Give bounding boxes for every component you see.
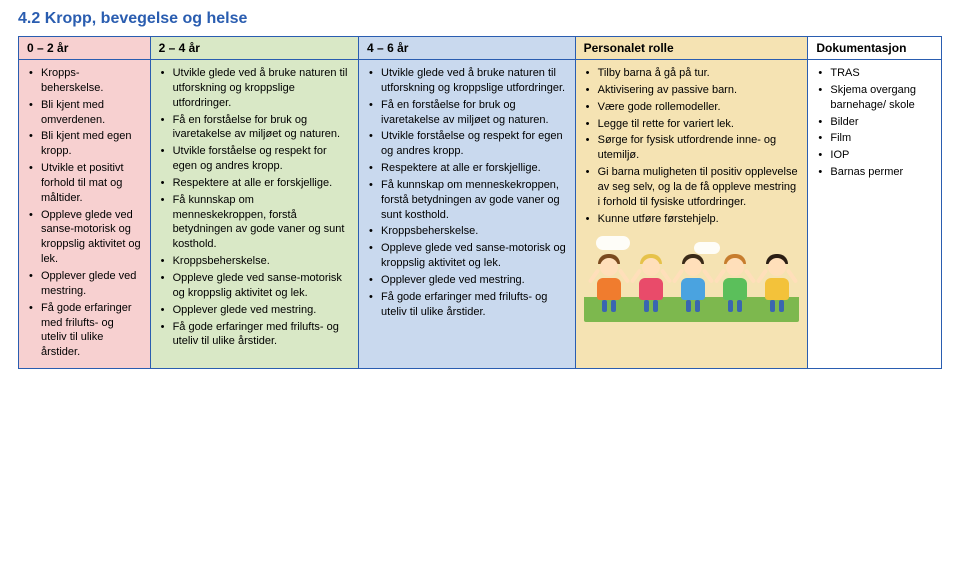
list-item: Få gode erfaringer med frilufts- og utel… xyxy=(367,290,567,320)
list-item: Kropps-beherskelse. xyxy=(27,66,142,96)
col-header-3: Personalet rolle xyxy=(575,37,808,60)
section-title: 4.2 Kropp, bevegelse og helse xyxy=(18,10,942,28)
list-item: Bli kjent med egen kropp. xyxy=(27,129,142,159)
list-col1: Utvikle glede ved å bruke naturen til ut… xyxy=(159,66,350,349)
list-item: Opplever glede ved mestring. xyxy=(159,303,350,318)
list-item: Respektere at alle er forskjellige. xyxy=(367,161,567,176)
child-icon xyxy=(592,258,626,312)
list-item: Utvikle forståelse og respekt for egen o… xyxy=(159,144,350,174)
col-header-2: 4 – 6 år xyxy=(359,37,576,60)
list-item: Være gode rollemodeller. xyxy=(584,100,800,115)
list-item: Utvikle forståelse og respekt for egen o… xyxy=(367,129,567,159)
list-item: Opplever glede ved mestring. xyxy=(367,273,567,288)
cloud-icon xyxy=(694,242,720,254)
list-item: TRAS xyxy=(816,66,933,81)
list-item: Film xyxy=(816,131,933,146)
child-icon xyxy=(634,258,668,312)
list-item: Få kunnskap om menneskekroppen, forstå b… xyxy=(159,193,350,252)
list-item: Skjema overgang barnehage/ skole xyxy=(816,83,933,113)
list-item: Utvikle glede ved å bruke naturen til ut… xyxy=(367,66,567,96)
list-item: Få kunnskap om menneskekroppen, forstå b… xyxy=(367,178,567,223)
child-icon xyxy=(676,258,710,312)
list-item: Barnas permer xyxy=(816,165,933,180)
cloud-icon xyxy=(596,236,630,250)
child-icon xyxy=(760,258,794,312)
list-item: Respektere at alle er forskjellige. xyxy=(159,176,350,191)
list-item: Aktivisering av passive barn. xyxy=(584,83,800,98)
list-item: Få en forståelse for bruk og ivaretakels… xyxy=(159,113,350,143)
list-col3: Tilby barna å gå på tur. Aktivisering av … xyxy=(584,66,800,226)
list-item: Få en forståelse for bruk og ivaretakels… xyxy=(367,98,567,128)
col-header-4: Dokumentasjon xyxy=(808,37,942,60)
list-item: Oppleve glede ved sanse-motorisk og krop… xyxy=(367,241,567,271)
child-icon xyxy=(718,258,752,312)
list-item: Opplever glede ved mestring. xyxy=(27,269,142,299)
table-header-row: 0 – 2 år 2 – 4 år 4 – 6 år Personalet ro… xyxy=(19,37,942,60)
list-item: Oppleve glede ved sanse-motorisk og krop… xyxy=(159,271,350,301)
col-header-1: 2 – 4 år xyxy=(150,37,358,60)
list-col2: Utvikle glede ved å bruke naturen til ut… xyxy=(367,66,567,320)
children-illustration xyxy=(584,232,800,322)
list-item: Få gode erfaringer med frilufts- og utel… xyxy=(159,320,350,350)
list-item: Bli kjent med omverdenen. xyxy=(27,98,142,128)
list-item: Gi barna muligheten til positiv opplevel… xyxy=(584,165,800,210)
list-item: Kroppsbeherskelse. xyxy=(367,224,567,239)
cell-3: Tilby barna å gå på tur. Aktivisering av … xyxy=(575,60,808,369)
list-item: Sørge for fysisk utfordrende inne- og ut… xyxy=(584,133,800,163)
list-item: IOP xyxy=(816,148,933,163)
curriculum-table: 0 – 2 år 2 – 4 år 4 – 6 år Personalet ro… xyxy=(18,36,942,369)
list-item: Tilby barna å gå på tur. xyxy=(584,66,800,81)
cell-1: Utvikle glede ved å bruke naturen til ut… xyxy=(150,60,358,369)
list-item: Oppleve glede ved sanse-motorisk og krop… xyxy=(27,208,142,267)
list-item: Kroppsbeherskelse. xyxy=(159,254,350,269)
cell-4: TRAS Skjema overgang barnehage/ skole Bild… xyxy=(808,60,942,369)
list-col4: TRAS Skjema overgang barnehage/ skole Bild… xyxy=(816,66,933,180)
cell-0: Kropps-beherskelse.Bli kjent med omverde… xyxy=(19,60,151,369)
list-item: Få gode erfaringer med frilufts- og utel… xyxy=(27,301,142,360)
list-item: Legge til rette for variert lek. xyxy=(584,117,800,132)
list-item: Utvikle glede ved å bruke naturen til ut… xyxy=(159,66,350,111)
col-header-0: 0 – 2 år xyxy=(19,37,151,60)
list-col0: Kropps-beherskelse.Bli kjent med omverde… xyxy=(27,66,142,360)
list-item: Utvikle et positivt forhold til mat og m… xyxy=(27,161,142,206)
list-item: Bilder xyxy=(816,115,933,130)
cell-2: Utvikle glede ved å bruke naturen til ut… xyxy=(359,60,576,369)
table-body-row: Kropps-beherskelse.Bli kjent med omverde… xyxy=(19,60,942,369)
list-item: Kunne utføre førstehjelp. xyxy=(584,212,800,227)
